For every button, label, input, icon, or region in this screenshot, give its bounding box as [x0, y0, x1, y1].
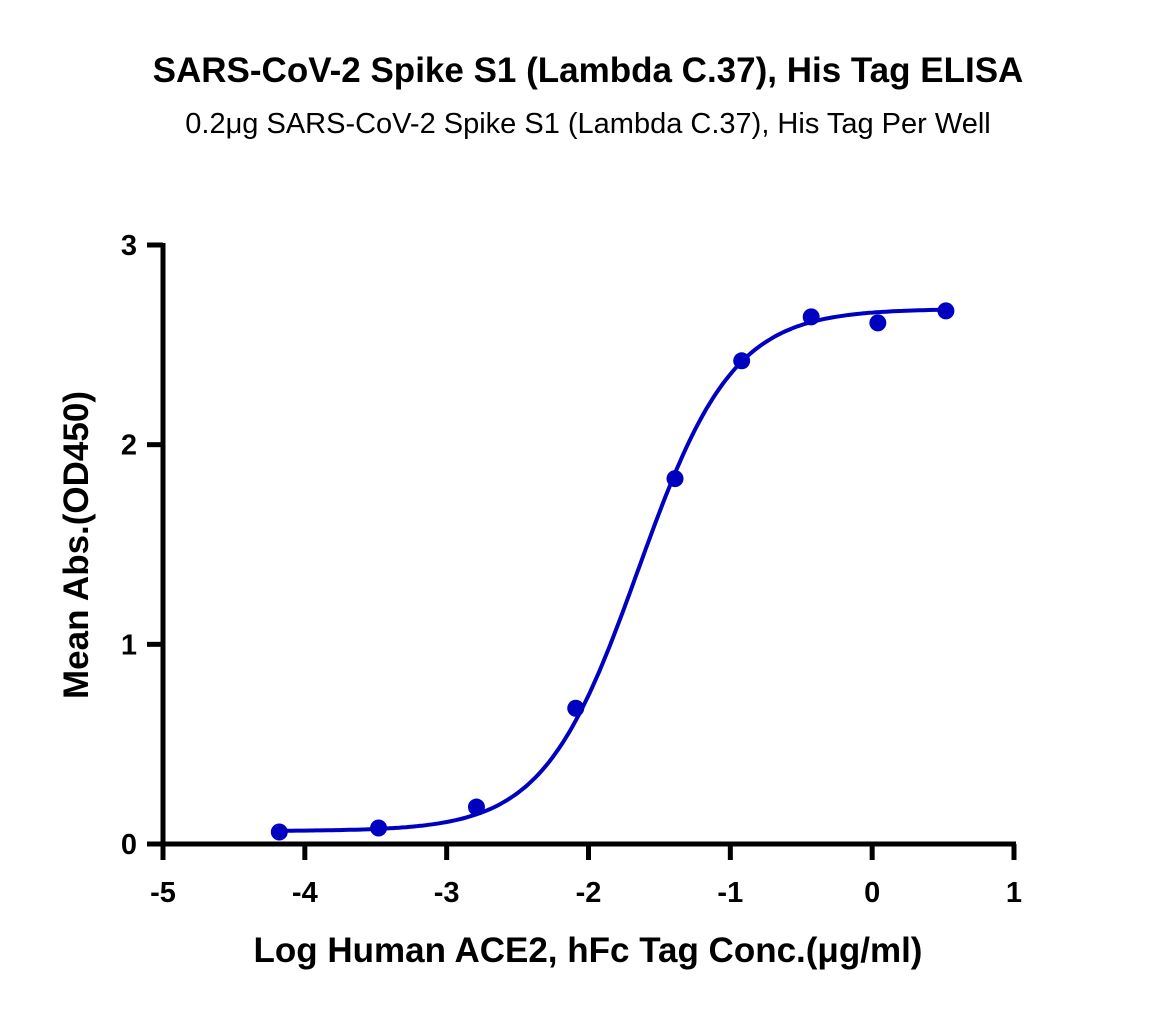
data-point [567, 699, 585, 717]
x-tick-label: -3 [434, 877, 460, 909]
data-point [802, 308, 820, 326]
data-point [937, 302, 955, 320]
data-point [467, 798, 485, 816]
x-tick-label: -4 [292, 877, 318, 909]
y-tick-label: 0 [121, 829, 137, 861]
y-tick-label: 3 [121, 230, 137, 262]
data-point [733, 352, 751, 370]
x-tick-label: 1 [1006, 877, 1022, 909]
x-tick-label: -1 [717, 877, 743, 909]
y-axis-label: Mean Abs.(OD450) [57, 391, 96, 699]
data-point [370, 819, 388, 837]
data-point [270, 823, 288, 841]
chart-subtitle: 0.2μg SARS-CoV-2 Spike S1 (Lambda C.37),… [185, 108, 990, 140]
x-axis-label: Log Human ACE2, hFc Tag Conc.(μg/ml) [254, 931, 923, 970]
x-tick-label: -5 [150, 877, 176, 909]
data-point [869, 314, 887, 332]
x-tick-label: 0 [864, 877, 880, 909]
chart-title: SARS-CoV-2 Spike S1 (Lambda C.37), His T… [153, 51, 1024, 90]
fit-curve [279, 307, 946, 833]
data-point [666, 470, 684, 488]
x-tick-label: -2 [576, 877, 602, 909]
y-tick-label: 2 [121, 430, 137, 462]
y-tick-label: 1 [121, 629, 137, 661]
